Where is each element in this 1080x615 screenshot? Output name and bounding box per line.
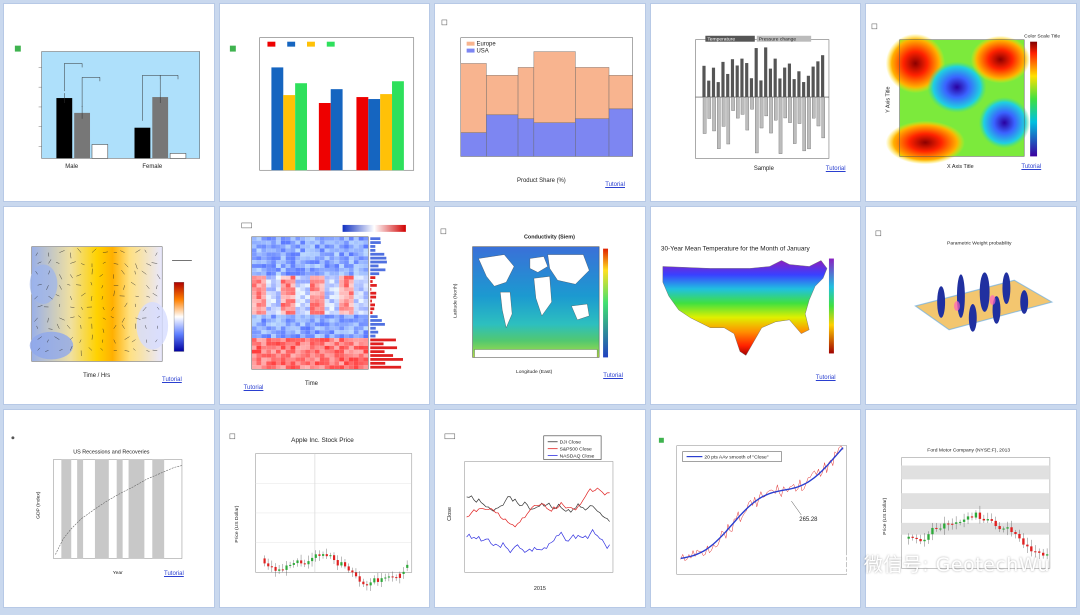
- legend-temperature: Temperature: [707, 37, 735, 43]
- tile-colored-bars[interactable]: [218, 3, 431, 202]
- us-temperature-map: 30-Year Mean Temperature for the Month o…: [661, 246, 834, 356]
- y-axis-label: Latitude (North): [453, 283, 459, 318]
- legend-pressure: Pressure change: [759, 37, 797, 43]
- x-axis-label: Product Share (%): [517, 178, 566, 184]
- tile-grouped-bar[interactable]: Male Female: [3, 3, 215, 202]
- legend-sp500: S&P500 Close: [560, 447, 592, 453]
- stacked-column-chart: Europe USA Product Share (%): [441, 19, 634, 184]
- chart-gallery-grid: Male Female Europe USA: [3, 3, 1077, 615]
- legend-europe: Europe: [477, 42, 497, 48]
- tutorial-link[interactable]: Tutorial: [164, 571, 184, 577]
- tick-female: Female: [142, 164, 162, 170]
- tile-stacked-column[interactable]: Europe USA Product Share (%) Tutorial: [434, 3, 646, 202]
- tutorial-link[interactable]: Tutorial: [603, 373, 623, 379]
- y-axis-label: Price (US Dollar): [882, 497, 888, 534]
- ford-stock-chart: Ford Motor Company (NYSE:F), 2013 Price …: [882, 448, 1051, 569]
- tile-apple-stock[interactable]: Apple Inc. Stock Price Price (US Dollar): [218, 409, 431, 608]
- chart-title: Ford Motor Company (NYSE:F), 2013: [928, 448, 1011, 454]
- tutorial-link[interactable]: Tutorial: [1021, 164, 1042, 170]
- world-conductivity-map: Conductivity (Siem) Longitude (East) Lat…: [440, 228, 609, 375]
- legend-smooth: 20 pts AAv smooth of "Close": [704, 455, 768, 461]
- contour-chart: Color Scale Title X Axis Title Y Axis Ti…: [872, 23, 1061, 170]
- tile-3d-surface[interactable]: Parametric Weight probability: [865, 206, 1077, 405]
- x-axis-label: Time / Hrs: [83, 373, 110, 379]
- temperature-bar-chart: Temperature Pressure change Sample: [695, 35, 830, 172]
- tile-world-map[interactable]: Conductivity (Siem) Longitude (East) Lat…: [434, 206, 646, 405]
- y-axis-label: GDP (Index): [36, 491, 42, 519]
- x-axis-label: X Axis Title: [947, 164, 974, 170]
- wechat-icon: [831, 553, 858, 574]
- heatmap-chart: Time: [241, 222, 406, 387]
- 3d-surface-chart: Parametric Weight probability: [876, 230, 1054, 332]
- apple-stock-chart: Apple Inc. Stock Price Price (US Dollar): [229, 433, 412, 591]
- bottom-divider: [0, 612, 1080, 615]
- scale-title: Color Scale Title: [1025, 34, 1061, 40]
- watermark: 微信号: GeotechWu: [831, 550, 1050, 577]
- chart-title: Apple Inc. Stock Price: [291, 437, 354, 444]
- tile-adjacent-average[interactable]: 20 pts AAv smooth of "Close" 265.28: [649, 409, 862, 608]
- tile-us-recessions[interactable]: US Recessions and Recoveries Year GDP (I…: [3, 409, 215, 608]
- tile-heatmap-bars[interactable]: Time Tutorial: [218, 206, 431, 405]
- y-axis-label: Price (US Dollar): [233, 505, 239, 542]
- watermark-text: 微信号: GeotechWu: [863, 554, 1050, 576]
- grouped-bar-chart: Male Female: [14, 45, 200, 170]
- legend-nasdaq: NASDAQ Close: [560, 454, 595, 460]
- chart-title: US Recessions and Recoveries: [73, 450, 150, 456]
- y-axis-label: Close: [447, 507, 453, 521]
- recession-chart: US Recessions and Recoveries Year GDP (I…: [11, 436, 183, 576]
- tutorial-link[interactable]: Tutorial: [162, 377, 182, 383]
- x-axis-label: 2015: [534, 586, 546, 592]
- map-title: 30-Year Mean Temperature for the Month o…: [661, 246, 811, 253]
- map-title: Conductivity (Siem): [524, 235, 575, 241]
- tutorial-link[interactable]: Tutorial: [825, 166, 846, 172]
- legend-dji: DJI Close: [560, 440, 582, 446]
- annotation-value: 265.28: [799, 517, 818, 523]
- vector-contour-chart: Time / Hrs: [29, 246, 192, 379]
- x-axis-label: Year: [113, 570, 123, 576]
- index-close-chart: DJI Close S&P500 Close NASDAQ Close 2015…: [444, 433, 614, 592]
- tutorial-link[interactable]: Tutorial: [243, 385, 264, 391]
- tile-vector-contour[interactable]: Time / Hrs Tutorial: [3, 206, 215, 405]
- tutorial-link[interactable]: Tutorial: [605, 182, 625, 188]
- adjacent-average-chart: 20 pts AAv smooth of "Close" 265.28: [658, 437, 847, 575]
- chart-title: Parametric Weight probability: [947, 241, 1012, 247]
- legend-usa: USA: [477, 49, 489, 55]
- x-axis-label: Sample: [754, 166, 775, 172]
- tutorial-link[interactable]: Tutorial: [815, 375, 836, 381]
- x-axis-label: Longitude (East): [516, 369, 553, 375]
- x-axis-label: Time: [305, 381, 319, 387]
- tile-temperature-bars[interactable]: Temperature Pressure change Sample Tutor…: [649, 3, 862, 202]
- y-axis-label: Y Axis Title: [886, 86, 892, 112]
- tile-ford-stock[interactable]: Ford Motor Company (NYSE:F), 2013 Price …: [865, 409, 1077, 608]
- tile-us-map[interactable]: 30-Year Mean Temperature for the Month o…: [649, 206, 862, 405]
- tick-male: Male: [65, 164, 79, 170]
- tile-index-close[interactable]: DJI Close S&P500 Close NASDAQ Close 2015…: [434, 409, 646, 608]
- tile-contour-map[interactable]: Color Scale Title X Axis Title Y Axis Ti…: [865, 3, 1077, 202]
- colored-bar-chart: [229, 37, 414, 171]
